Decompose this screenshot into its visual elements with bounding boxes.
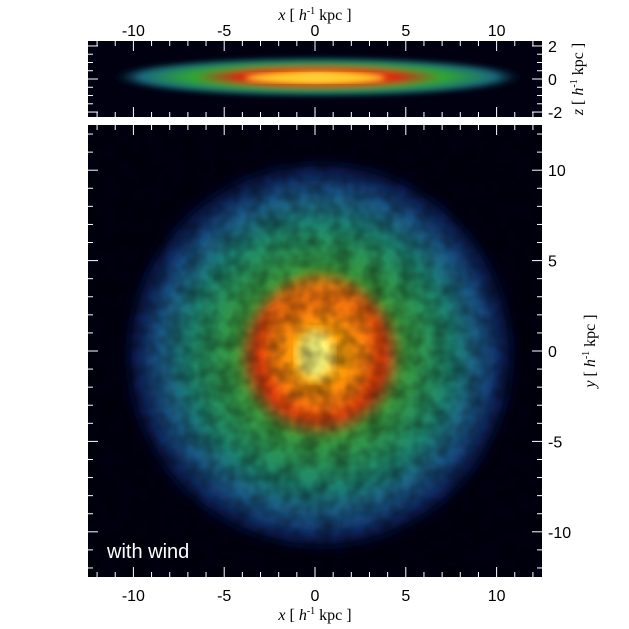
edge-on-x-tick-label: -10 xyxy=(122,23,145,40)
face-on-y-tick-label: 10 xyxy=(548,163,566,180)
bottom-x-axis-label: x [ h-1 kpc ] xyxy=(277,606,351,624)
face-on-panel: with wind xyxy=(88,125,542,577)
face-on-x-tick-label: 5 xyxy=(401,588,410,605)
edge-on-y-tick-label: 2 xyxy=(548,39,557,56)
edge-on-y-tick-label: -2 xyxy=(548,105,562,122)
face-on-x-tick-label: -10 xyxy=(122,588,145,605)
edge-on-x-tick-label: 10 xyxy=(488,23,506,40)
axis-tick-labels: -10 -5 0 5 10 -2 0 2 -10 -5 0 5 10 -10 -5 0 5 10 xyxy=(122,23,571,605)
edge-on-x-tick-label: 5 xyxy=(401,23,410,40)
z-axis-label: z [ h-1 kpc ] xyxy=(569,43,587,116)
face-on-x-tick-label: -5 xyxy=(217,588,231,605)
y-axis-label: y [ h-1 kpc ] xyxy=(581,314,599,389)
face-on-x-tick-label: 10 xyxy=(488,588,506,605)
face-on-y-tick-label: -10 xyxy=(548,525,571,542)
face-on-x-tick-label: 0 xyxy=(311,588,320,605)
annotation-with-wind: with wind xyxy=(106,541,189,563)
face-on-y-tick-label: -5 xyxy=(548,434,562,451)
face-on-y-tick-label: 0 xyxy=(548,344,557,361)
edge-on-panel xyxy=(88,41,542,117)
top-x-axis-label: x [ h-1 kpc ] xyxy=(277,6,351,24)
axis-ticks xyxy=(88,41,542,577)
edge-on-x-tick-label: 0 xyxy=(311,23,320,40)
face-on-texture xyxy=(88,125,542,577)
edge-on-x-tick-label: -5 xyxy=(217,23,231,40)
face-on-y-tick-label: 5 xyxy=(548,254,557,271)
edge-on-bulge xyxy=(245,73,385,83)
edge-on-y-tick-label: 0 xyxy=(548,72,557,89)
